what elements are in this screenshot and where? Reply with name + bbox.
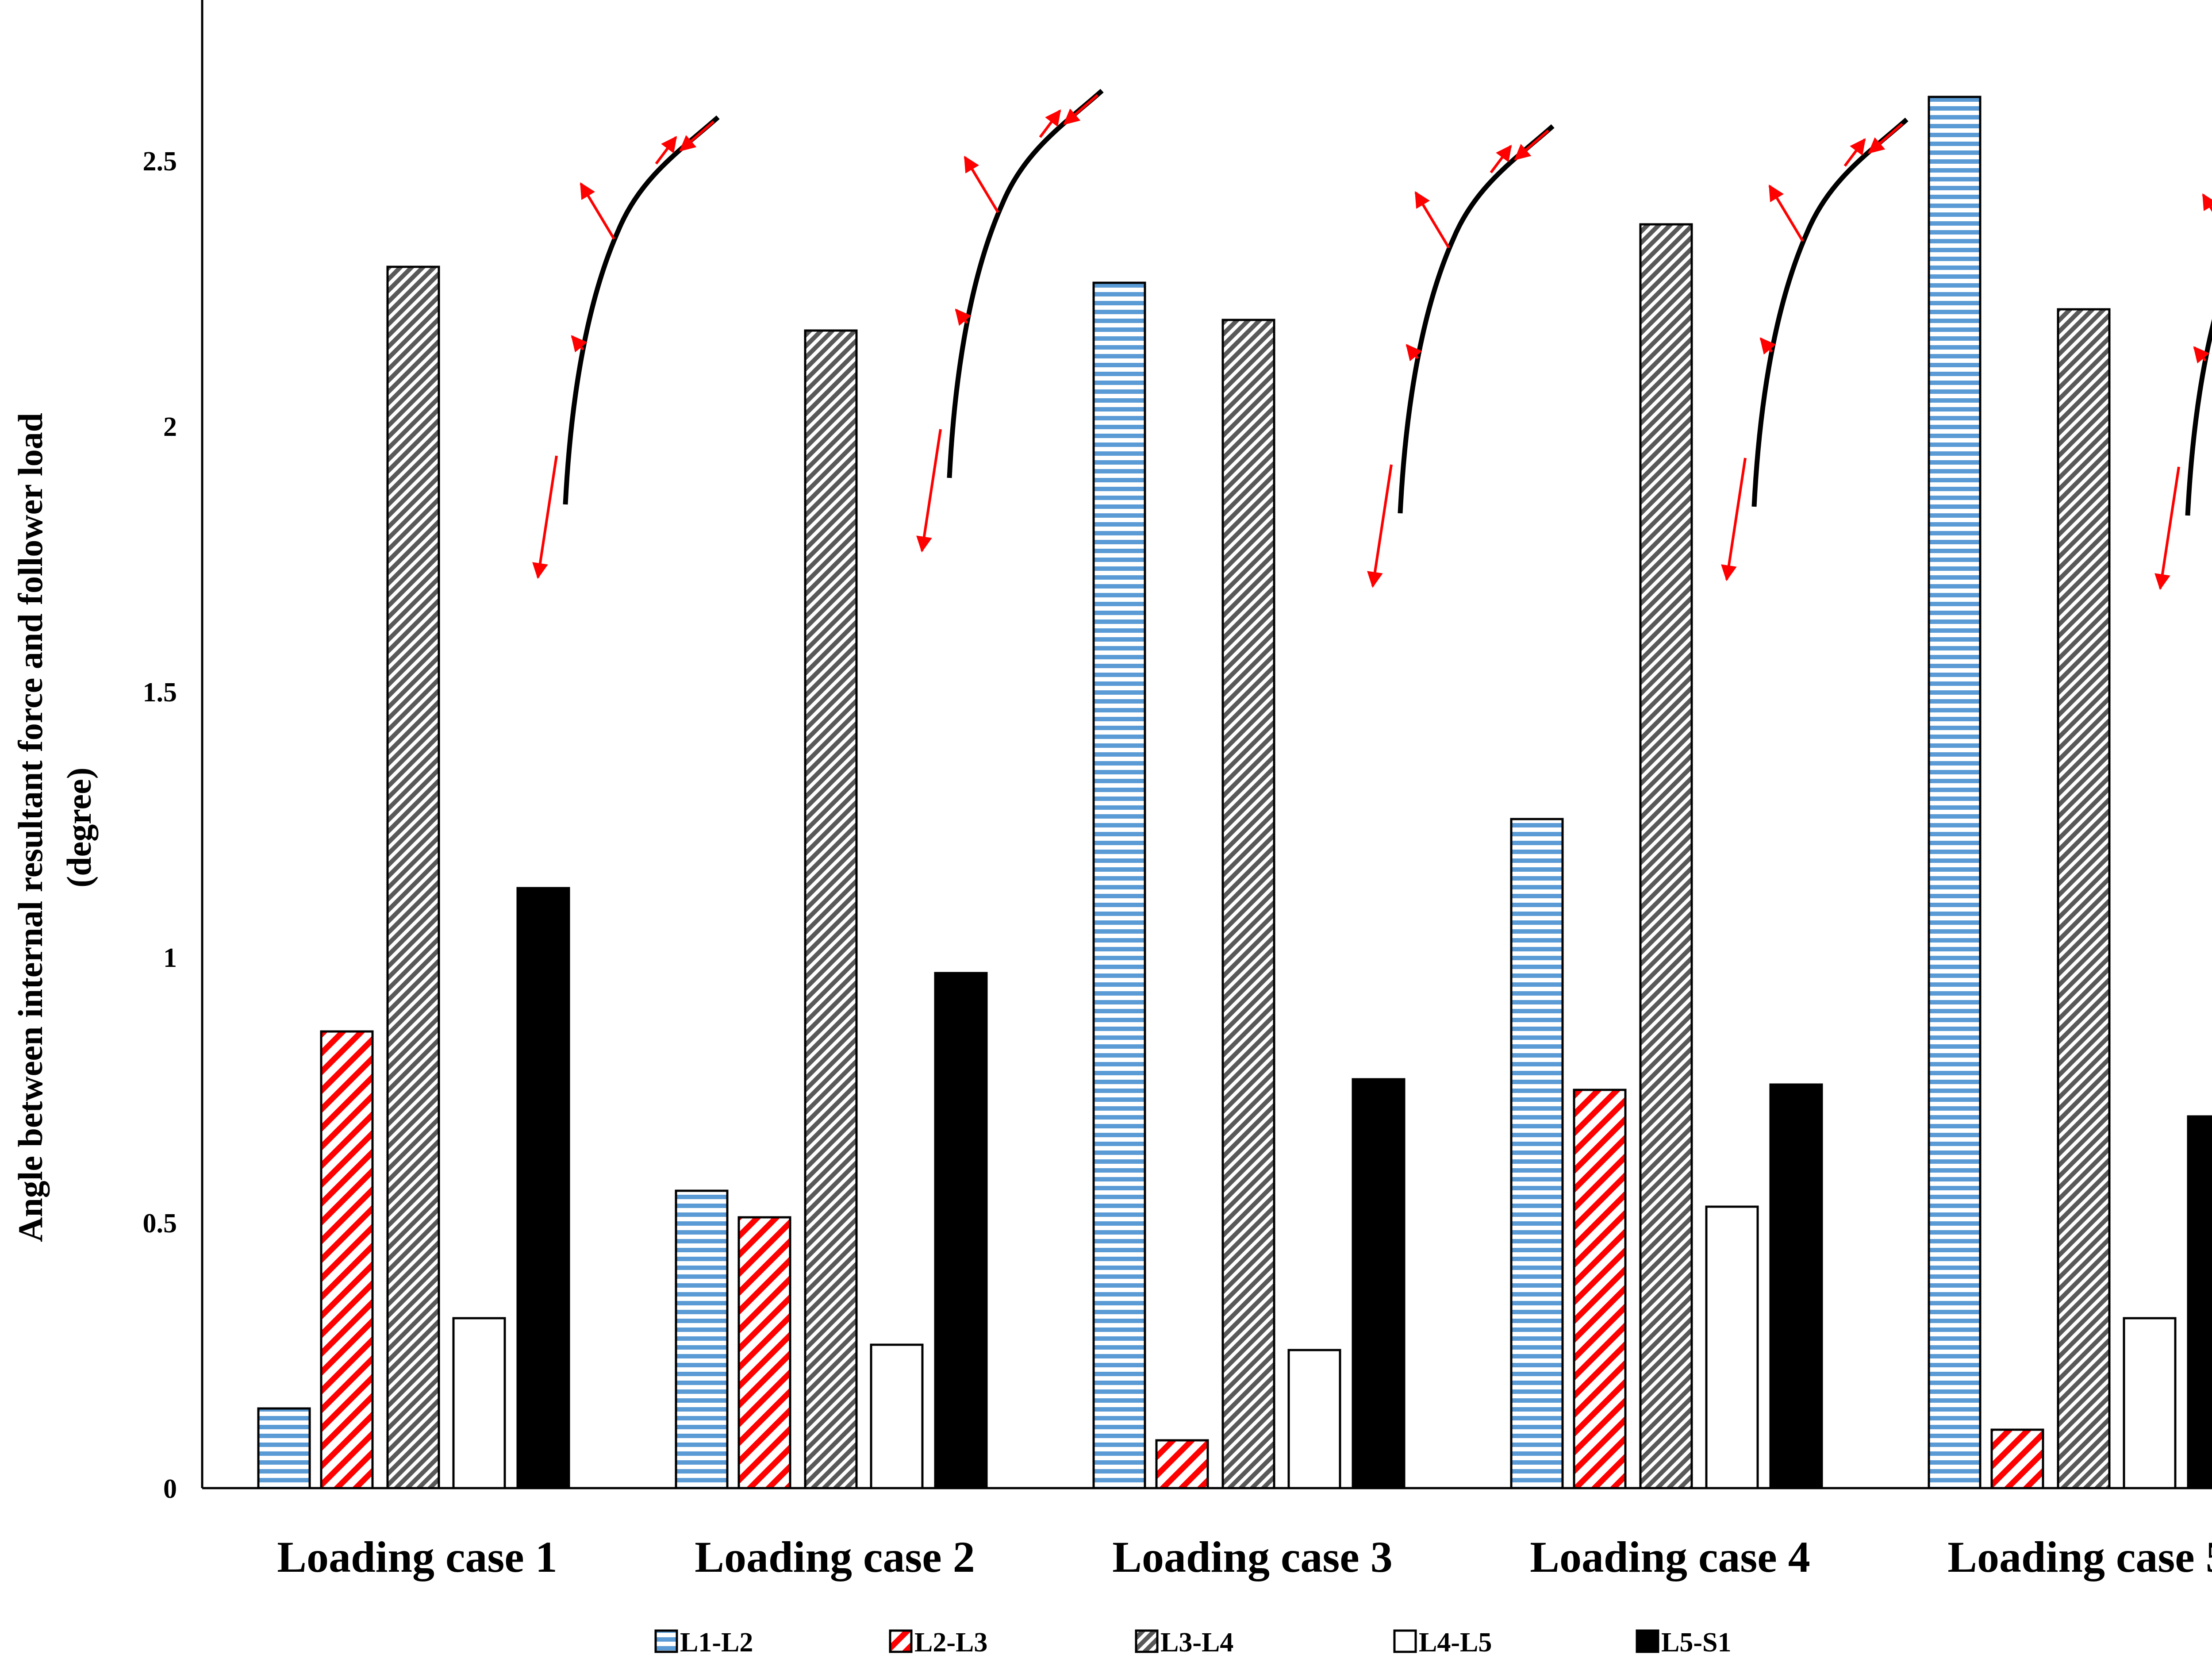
force-arrow — [1063, 94, 1098, 125]
bar-l2-l3 — [1990, 1428, 2044, 1489]
legend: L1-L2 L2-L3 L3-L4 L4-L5 L5-S1 — [654, 1628, 1731, 1658]
spine-diagram — [916, 88, 1104, 553]
force-arrow — [1514, 129, 1549, 161]
legend-swatch-l5-s1 — [1636, 1629, 1659, 1653]
x-tick-label: Loading case 2 — [695, 1532, 975, 1581]
bar-l1-l2 — [1928, 96, 1982, 1489]
axes — [201, 0, 2212, 1489]
spine-curve — [563, 115, 720, 505]
bar-l4-l5 — [452, 1317, 506, 1489]
legend-swatch-l2-l3 — [889, 1629, 913, 1653]
force-arrow — [1759, 337, 1776, 355]
bar-l2-l3 — [737, 1216, 791, 1489]
y-tick-label: 2 — [163, 412, 177, 442]
legend-swatch-l1-l2 — [654, 1629, 678, 1653]
bar-l5-s1 — [1769, 1083, 1823, 1489]
y-tick-label: 1.5 — [143, 677, 177, 708]
x-tick-label: Loading case 1 — [277, 1532, 557, 1581]
legend-swatch-l4-l5 — [1393, 1629, 1417, 1653]
legend-label-l2-l3: L2-L3 — [914, 1628, 987, 1658]
force-arrow — [964, 155, 999, 213]
spine-diagram — [1367, 124, 1555, 588]
force-arrow — [2193, 346, 2210, 364]
force-arrow — [655, 136, 677, 165]
bar-l5-s1 — [934, 972, 988, 1489]
bar-l2-l3 — [320, 1030, 374, 1489]
x-tick-label: Loading case 4 — [1530, 1532, 1810, 1581]
y-tick-label: 0 — [163, 1474, 177, 1504]
force-arrow — [580, 182, 615, 240]
bar-l3-l4 — [2057, 308, 2111, 1489]
force-arrow — [1721, 458, 1747, 581]
force-arrow — [532, 455, 558, 579]
bar-l1-l2 — [1510, 818, 1564, 1489]
force-arrow — [916, 429, 942, 553]
force-arrow — [1490, 145, 1512, 173]
bar-l3-l4 — [1639, 223, 1693, 1489]
force-arrow — [1414, 191, 1450, 249]
spine-curve — [1751, 117, 1909, 507]
x-tick-label: Loading case 5 — [1947, 1532, 2212, 1581]
spine-diagram — [1721, 117, 1909, 581]
spine-curve — [1398, 124, 1555, 514]
bar-l5-s1 — [2187, 1115, 2212, 1489]
y-axis-label-line-2: (degree) — [60, 767, 98, 887]
y-tick-label: 0.5 — [143, 1208, 177, 1239]
force-arrow — [1039, 109, 1061, 138]
force-arrow — [1768, 184, 1804, 242]
y-tick-label: 2.5 — [143, 146, 177, 177]
bar-l4-l5 — [1287, 1349, 1341, 1489]
y-tick-labels: 0 0.5 1 1.5 2 2.5 — [143, 146, 177, 1504]
bar-l5-s1 — [516, 887, 570, 1489]
force-arrow — [1868, 123, 1903, 154]
bar-l5-s1 — [1352, 1078, 1406, 1489]
force-arrow — [1843, 138, 1866, 167]
y-axis-label-unit: (degree) — [60, 767, 98, 887]
bar-l3-l4 — [804, 329, 858, 1489]
force-arrow — [679, 120, 714, 152]
bar-l1-l2 — [1092, 281, 1146, 1489]
bar-l2-l3 — [1573, 1089, 1627, 1489]
bar-l4-l5 — [1705, 1205, 1759, 1489]
legend-swatch-l3-l4 — [1135, 1629, 1159, 1653]
force-arrow — [2202, 193, 2212, 212]
spine-curve — [2185, 319, 2212, 516]
bar-l2-l3 — [1155, 1439, 1209, 1489]
force-arrow — [1367, 464, 1393, 588]
spine-curve — [947, 88, 1104, 478]
legend-label-l5-s1: L5-S1 — [1661, 1628, 1731, 1658]
legend-label-l4-l5: L4-L5 — [1419, 1628, 1492, 1658]
spine-diagrams — [532, 88, 2212, 590]
legend-label-l1-l2: L1-L2 — [680, 1628, 753, 1658]
y-axis-label-line-1: Angle between internal resultant force a… — [11, 413, 50, 1242]
force-arrow — [955, 308, 972, 326]
y-axis-label: Angle between internal resultant force a… — [11, 413, 50, 1242]
x-tick-label: Loading case 3 — [1112, 1532, 1392, 1581]
force-arrow — [1406, 344, 1422, 362]
bar-l4-l5 — [870, 1343, 924, 1489]
bar-l1-l2 — [257, 1407, 311, 1489]
bars — [257, 96, 2212, 1489]
bar-l3-l4 — [1221, 319, 1275, 1489]
bar-l3-l4 — [386, 265, 440, 1489]
spine-diagram — [532, 115, 720, 579]
x-tick-labels: Loading case 1 Loading case 2 Loading case… — [277, 1532, 2212, 1581]
bar-l1-l2 — [675, 1189, 729, 1489]
spine-diagram — [2154, 193, 2212, 590]
force-arrow — [571, 335, 588, 353]
bar-l4-l5 — [2123, 1317, 2177, 1489]
legend-label-l3-l4: L3-L4 — [1160, 1628, 1233, 1658]
force-arrow — [2154, 466, 2180, 590]
y-tick-label: 1 — [163, 943, 177, 973]
